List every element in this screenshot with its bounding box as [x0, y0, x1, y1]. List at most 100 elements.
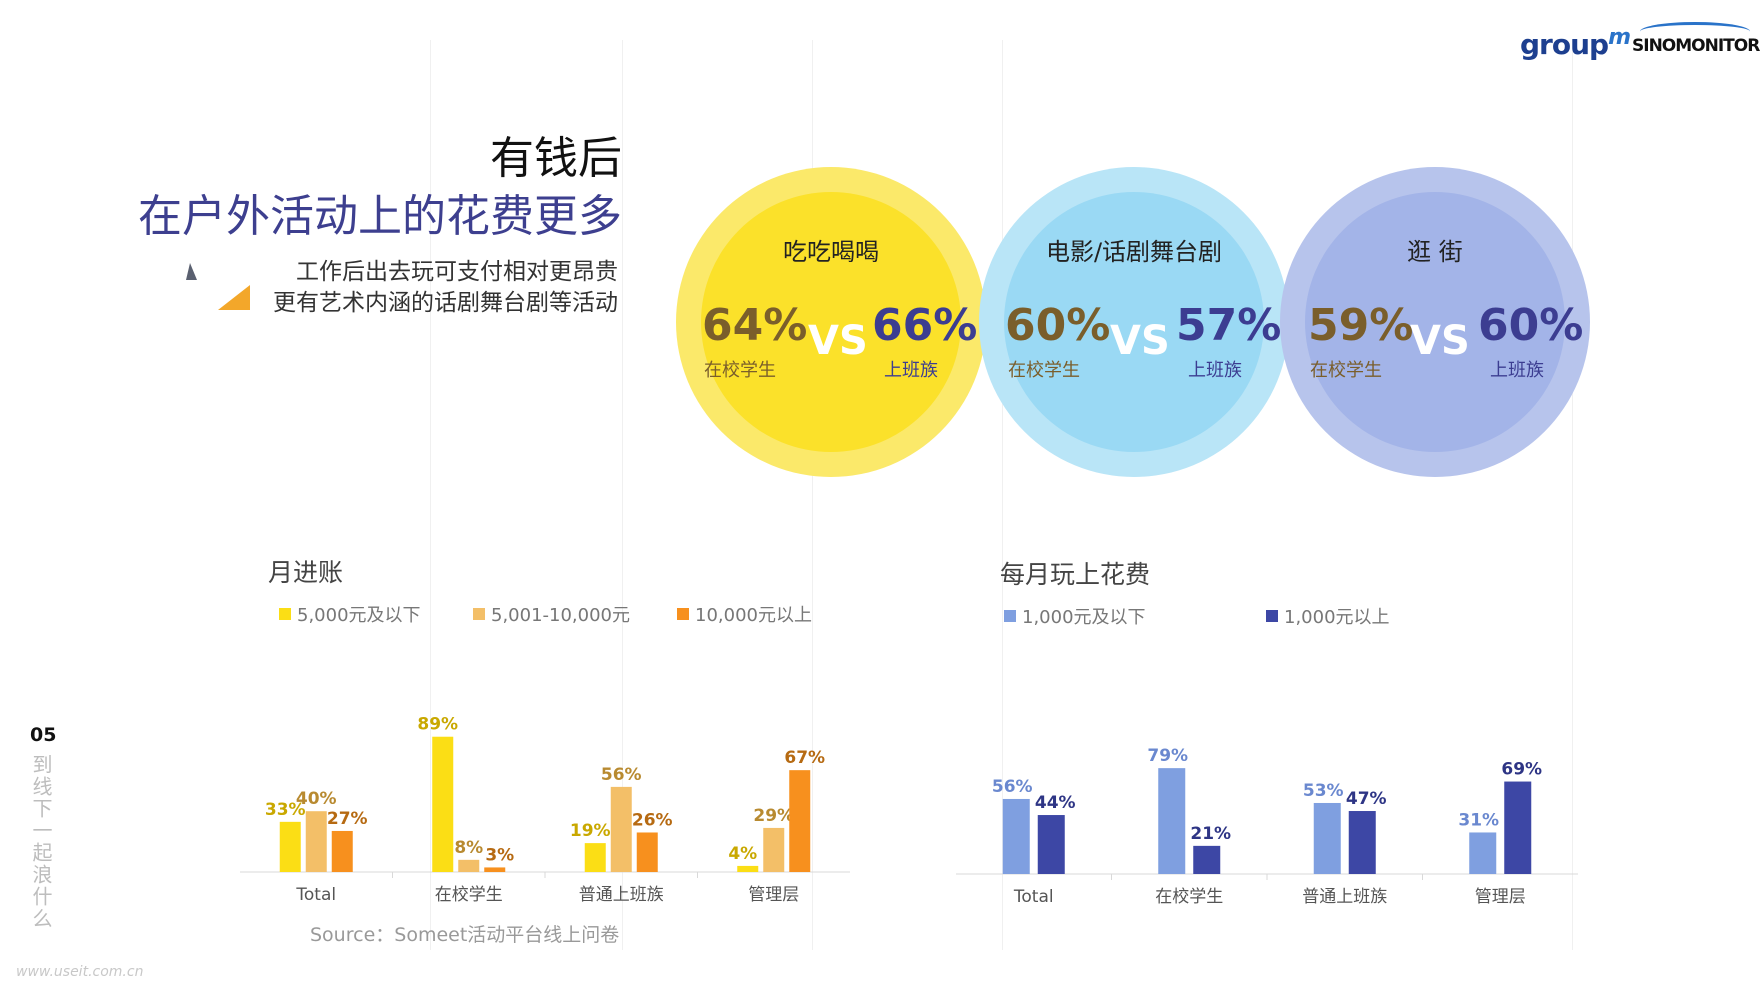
legend-swatch	[677, 608, 689, 620]
comparison-right-value: 66%	[872, 300, 978, 351]
comparison-left-label: 在校学生	[1008, 360, 1080, 381]
data-label: 40%	[296, 789, 337, 809]
comparison-left-value: 60%	[1005, 300, 1111, 351]
bar	[484, 867, 506, 872]
data-label: 67%	[784, 748, 825, 768]
data-label: 69%	[1501, 760, 1542, 780]
guide-line	[1572, 40, 1573, 950]
triangle-decoration-icon	[186, 263, 197, 280]
data-label: 8%	[454, 838, 483, 858]
bar	[1158, 768, 1186, 874]
comparison-right-label: 上班族	[1188, 360, 1242, 381]
sinomonitor-logo: SINOMONITOR	[1632, 36, 1760, 56]
bar	[610, 786, 632, 872]
sinomonitor-arc-icon	[1640, 22, 1750, 41]
data-label: 44%	[1035, 793, 1076, 813]
comparison-label: 电影/话剧舞台剧	[1045, 238, 1223, 266]
bar	[1504, 781, 1532, 874]
chart-title-spending: 每月玩上花费	[1000, 560, 1151, 589]
data-label: 33%	[265, 800, 306, 820]
groupm-logo: groupm	[1520, 25, 1631, 61]
bar	[789, 770, 811, 872]
bar	[1348, 811, 1376, 874]
category-label: 管理层	[748, 885, 799, 905]
comparison-right-label: 上班族	[1490, 360, 1544, 381]
data-label: 3%	[485, 845, 514, 865]
bar	[305, 811, 327, 872]
legend-item: 10,000元以上	[677, 601, 812, 627]
vs-text: VS	[808, 318, 868, 364]
triangle-decoration-icon	[218, 285, 250, 310]
legend-item: 5,000元及以下	[279, 601, 421, 627]
bar	[1313, 802, 1341, 874]
bar	[1469, 832, 1497, 874]
data-label: 31%	[1458, 810, 1499, 830]
category-label: 管理层	[1475, 887, 1526, 907]
bar	[636, 832, 658, 872]
category-label: 在校学生	[435, 885, 503, 905]
legend-item: 1,000元及以下	[1004, 603, 1146, 629]
comparison-left-label: 在校学生	[704, 360, 776, 381]
watermark: www.useit.com.cn	[16, 964, 144, 980]
bar	[458, 859, 480, 872]
data-label: 56%	[601, 765, 642, 785]
page-title: 有钱后	[490, 133, 622, 184]
legend-swatch	[1266, 610, 1278, 622]
data-label: 89%	[417, 715, 458, 735]
section-vertical-text: 到线下一起浪什么	[29, 754, 53, 930]
source-note: Source：Someet活动平台线上问卷	[310, 924, 620, 946]
data-label: 21%	[1190, 824, 1231, 844]
circle-inner	[1004, 192, 1264, 452]
bar	[432, 736, 454, 872]
guide-line	[1002, 40, 1003, 950]
data-label: 4%	[728, 844, 757, 864]
chart-title-income: 月进账	[268, 558, 344, 587]
category-label: Total	[1013, 887, 1054, 907]
comparison-left-value: 59%	[1308, 300, 1414, 351]
legend-item: 5,001-10,000元	[473, 601, 630, 627]
description-line: 工作后出去玩可支付相对更昂贵	[296, 259, 618, 285]
legend-swatch	[473, 608, 485, 620]
guide-line	[430, 40, 431, 950]
vs-text: VS	[1110, 318, 1170, 364]
guide-line	[622, 40, 623, 950]
comparison-circle-shopping	[1280, 167, 1590, 477]
income-bar-chart: 33%40%27% Total 89% 8% 3% 在校学生 19% 56% 26% 普通上班族 4…	[240, 715, 850, 905]
data-label: 19%	[570, 821, 611, 841]
bar	[737, 865, 759, 872]
data-label: 26%	[632, 810, 673, 830]
comparison-right-value: 60%	[1478, 300, 1584, 351]
data-label: 79%	[1147, 746, 1188, 766]
data-label: 27%	[327, 809, 368, 829]
data-label: 47%	[1346, 789, 1387, 809]
description-line: 更有艺术内涵的话剧舞台剧等活动	[273, 290, 618, 316]
comparison-right-value: 57%	[1176, 300, 1282, 351]
data-label: 53%	[1303, 781, 1344, 801]
comparison-label: 逛 街	[1407, 238, 1463, 266]
comparison-circle-movie	[979, 167, 1289, 477]
bar	[1002, 798, 1030, 874]
comparison-right-label: 上班族	[884, 360, 938, 381]
bar	[331, 830, 353, 872]
category-label: 普通上班族	[579, 885, 664, 905]
circle-inner	[1305, 192, 1565, 452]
category-label: 普通上班族	[1302, 887, 1387, 907]
bar	[763, 827, 785, 872]
legend-swatch	[1004, 610, 1016, 622]
spending-bar-chart: 56%44% Total 79% 21% 在校学生 53% 47% 普通上班族 31% 69% 管理…	[956, 746, 1578, 907]
data-label: 29%	[753, 806, 794, 826]
circle-inner	[701, 192, 961, 452]
bar	[1193, 845, 1221, 874]
comparison-circle-food	[676, 167, 986, 477]
category-label: Total	[295, 885, 336, 905]
bar	[584, 843, 606, 872]
bar	[279, 821, 301, 872]
comparison-left-value: 64%	[702, 300, 808, 351]
vs-text: VS	[1410, 318, 1470, 364]
comparison-left-label: 在校学生	[1310, 360, 1382, 381]
comparison-label: 吃吃喝喝	[783, 238, 879, 266]
page-number: 05	[30, 724, 57, 746]
guide-line	[812, 40, 813, 950]
legend-item: 1,000元以上	[1266, 603, 1390, 629]
bar	[1037, 815, 1065, 874]
